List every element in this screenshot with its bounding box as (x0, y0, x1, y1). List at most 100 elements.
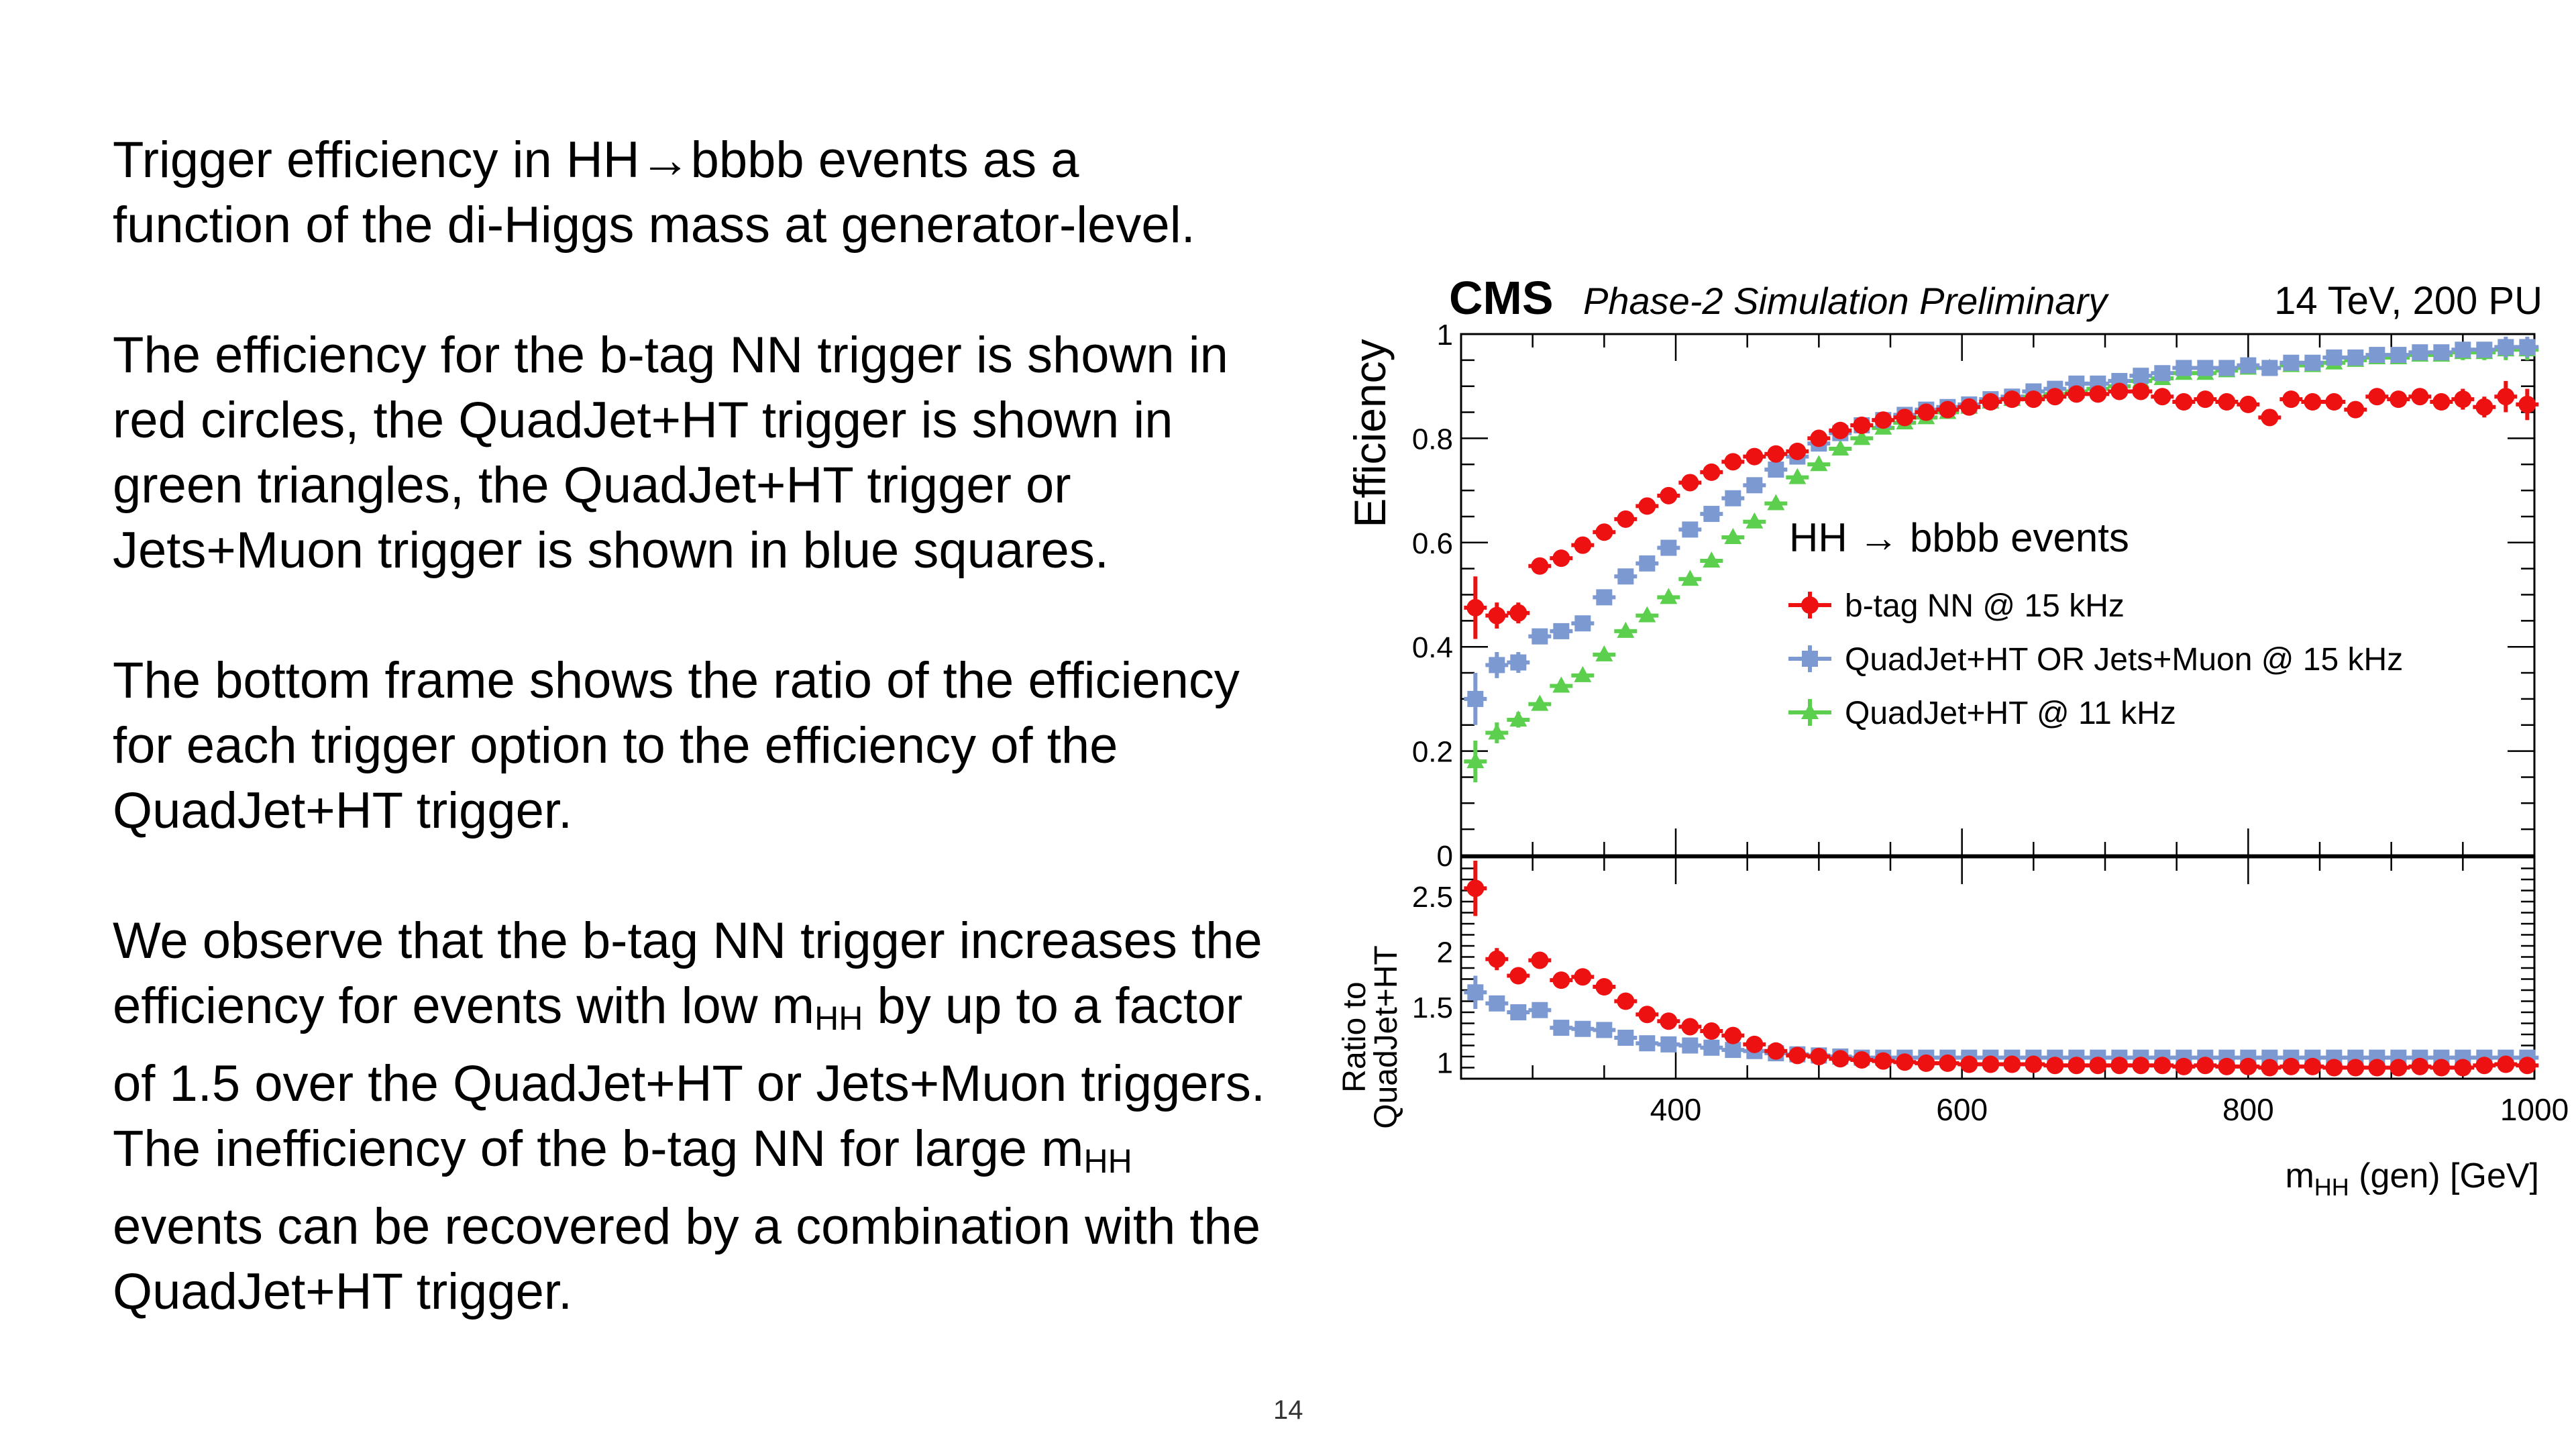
y-tick-label: 0.8 (1412, 423, 1453, 455)
top-panel-axes: 0 0.2 0.4 0.6 0.8 1 (1412, 319, 2536, 873)
btag-efficiency-point (1939, 400, 1957, 419)
or-efficiency-point (1725, 490, 1741, 506)
or-efficiency-point (2283, 354, 2300, 371)
y-tick-label: 1 (1437, 319, 1453, 352)
efficiency-axis-title: Efficiency (1345, 339, 1395, 527)
btag-ratio-point (1617, 992, 1635, 1010)
quad-efficiency-point (1746, 512, 1764, 529)
btag-efficiency-point (2261, 409, 2279, 427)
btag-efficiency-point (2518, 395, 2536, 413)
btag-ratio-point (1703, 1022, 1721, 1040)
btag-efficiency-point (1638, 497, 1656, 515)
btag-ratio-point (1767, 1042, 1785, 1060)
observation-subscript-2: HH (1083, 1142, 1132, 1180)
btag-ratio-point (1896, 1053, 1914, 1071)
btag-ratio-point (2025, 1055, 2043, 1073)
observation-subscript-1: HH (814, 1000, 863, 1037)
or-efficiency-point (2455, 341, 2471, 358)
y-tick-label: 2.5 (1412, 881, 1453, 914)
btag-ratio-point (2304, 1057, 2322, 1075)
btag-ratio-point (2046, 1057, 2064, 1075)
or-ratio-point (1532, 1002, 1548, 1018)
or-efficiency-point (1660, 539, 1677, 556)
x-tick-label: 600 (1936, 1092, 1988, 1127)
quad-efficiency-point (1767, 494, 1785, 511)
or-efficiency-point (1703, 506, 1720, 523)
btag-efficiency-point (2110, 382, 2129, 400)
or-efficiency-point (2176, 360, 2192, 376)
btag-efficiency-point (1896, 409, 1914, 427)
x-tick-label: 1000 (2500, 1092, 2569, 1127)
btag-efficiency-point (2325, 393, 2343, 411)
or-ratio-point (1725, 1042, 1741, 1059)
or-efficiency-point (2261, 360, 2278, 376)
paragraph-observation: We observe that the b-tag NN trigger inc… (113, 908, 1267, 1324)
legend: HH → bbbb events b-tag NN @ 15 kHz QuadJe… (1788, 515, 2403, 731)
or-efficiency-point (1639, 555, 1656, 572)
or-ratio-point (1703, 1039, 1720, 1056)
btag-ratio-point (2518, 1057, 2536, 1075)
btag-efficiency-point (1982, 393, 2000, 411)
btag-ratio-point (2239, 1057, 2257, 1075)
btag-efficiency-point (2282, 390, 2300, 409)
quad-efficiency-point (1724, 528, 1742, 545)
or-efficiency-point (2519, 339, 2536, 356)
quad-efficiency-point (1531, 694, 1549, 711)
y-tick-label: 1 (1437, 1046, 1453, 1079)
btag-ratio-point (1960, 1055, 1978, 1073)
or-efficiency-point (2369, 347, 2385, 364)
or-efficiency-point (1596, 589, 1613, 606)
btag-efficiency-point (2153, 388, 2171, 406)
btag-efficiency-point (1531, 557, 1549, 575)
btag-ratio-point (1853, 1051, 1871, 1069)
y-tick-label: 0.2 (1412, 736, 1453, 769)
quad-efficiency-point (1681, 570, 1699, 586)
btag-ratio-point (2432, 1059, 2451, 1077)
btag-efficiency-point (2068, 385, 2086, 403)
btag-efficiency-point (1617, 510, 1635, 528)
btag-ratio-point (2089, 1057, 2107, 1075)
or-ratio-point (1660, 1036, 1677, 1053)
btag-efficiency-point (1509, 604, 1527, 622)
x-axis-title: mHH (gen) [GeV] (2285, 1157, 2539, 1201)
energy-label: 14 TeV, 200 PU (2274, 279, 2542, 323)
top-panel-points (1464, 336, 2539, 783)
paragraph-ratio-description: The bottom frame shows the ratio of the … (113, 652, 1240, 839)
btag-efficiency-point (1960, 398, 1978, 416)
btag-efficiency-point (2175, 393, 2193, 411)
btag-efficiency-point (2304, 393, 2322, 411)
btag-efficiency-point (2003, 390, 2021, 409)
btag-efficiency-point (2089, 385, 2107, 403)
y-tick-label: 0.4 (1412, 631, 1453, 664)
btag-ratio-point (2153, 1057, 2171, 1075)
btag-efficiency-point (1574, 536, 1592, 554)
btag-ratio-point (2390, 1059, 2408, 1077)
btag-efficiency-point (1788, 442, 1807, 460)
x-tick-label: 400 (1650, 1092, 1702, 1127)
or-efficiency-point (1768, 462, 1784, 478)
quad-efficiency-point (1595, 645, 1613, 661)
btag-efficiency-point (1874, 411, 1892, 429)
btag-efficiency-point (2475, 398, 2493, 416)
btag-ratio-point (1874, 1052, 1892, 1070)
plot-header: CMS Phase-2 Simulation Preliminary 14 Te… (1449, 272, 2542, 324)
btag-ratio-point (2347, 1059, 2365, 1077)
btag-efficiency-point (1466, 598, 1485, 616)
bottom-panel: 1 1.5 2 2.5 400 600 800 1000 (1412, 856, 2569, 1127)
btag-ratio-point (2497, 1055, 2515, 1073)
or-efficiency-point (2218, 360, 2235, 376)
quad-efficiency-point (1788, 468, 1807, 484)
btag-ratio-point (1595, 978, 1613, 996)
legend-entries: b-tag NN @ 15 kHz QuadJet+HT OR Jets+Muon… (1788, 588, 2403, 731)
btag-ratio-point (2218, 1057, 2236, 1075)
btag-efficiency-point (1681, 474, 1699, 492)
btag-efficiency-point (2411, 388, 2429, 406)
or-ratio-point (1510, 1004, 1527, 1020)
or-efficiency-point (2433, 344, 2450, 361)
btag-ratio-point (1466, 879, 1485, 898)
quad-efficiency-point (1552, 676, 1570, 693)
btag-ratio-point (1509, 967, 1527, 985)
btag-ratio-point (2068, 1057, 2086, 1075)
quad-efficiency-point (1488, 723, 1506, 740)
btag-ratio-point (2475, 1057, 2493, 1075)
